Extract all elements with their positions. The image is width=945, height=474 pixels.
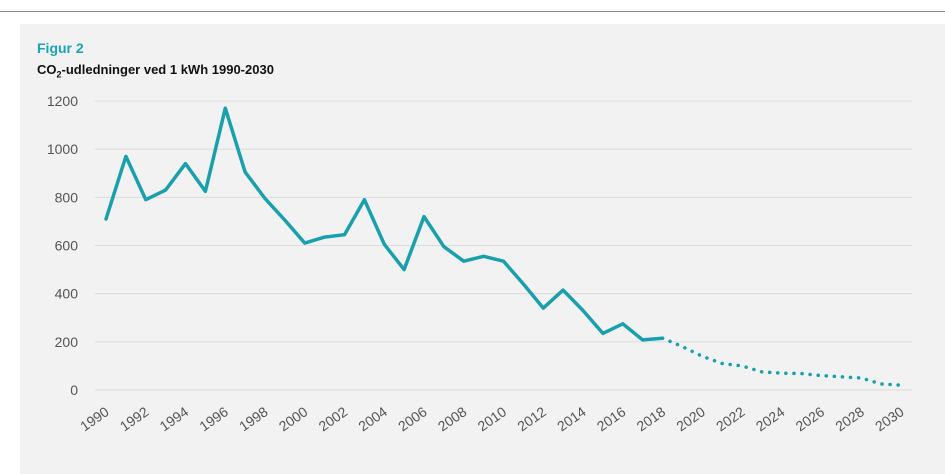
x-tick-label: 2030 [872, 403, 907, 434]
x-tick-label: 2022 [713, 403, 748, 434]
y-tick-label: 1200 [47, 93, 78, 109]
x-tick-label: 2006 [395, 403, 430, 434]
x-tick-label: 2000 [276, 403, 311, 434]
x-tick-label: 2020 [673, 403, 708, 434]
chart-title: CO2-udledninger ved 1 kWh 1990-2030 [37, 62, 274, 80]
top-rule [0, 11, 945, 12]
x-tick-label: 2008 [435, 403, 470, 434]
x-tick-label: 2024 [753, 403, 788, 434]
chart-title-part-2: -udledninger ved 1 kWh 1990-2030 [61, 62, 274, 77]
series-lines [104, 106, 903, 387]
y-tick-label: 400 [55, 286, 79, 302]
figure-label: Figur 2 [37, 40, 84, 56]
x-tick-label: 2028 [832, 403, 867, 434]
y-axis-ticks: 0 200 400 600 800 1000 1200 [47, 93, 78, 398]
y-tick-label: 200 [55, 334, 79, 350]
x-tick-label: 2004 [355, 403, 390, 434]
x-tick-label: 2026 [793, 403, 828, 434]
historical-line [104, 106, 665, 342]
y-tick-label: 0 [70, 382, 78, 398]
chart-title-part-1: CO [37, 62, 57, 77]
projection-line [660, 336, 903, 387]
x-tick-label: 2016 [594, 403, 629, 434]
y-tick-label: 1000 [47, 141, 78, 157]
x-tick-label: 2002 [316, 403, 351, 434]
gridlines [95, 100, 912, 391]
x-tick-label: 1996 [196, 403, 231, 434]
x-axis-ticks: 1990 1992 1994 1996 1998 2000 2002 2004 2006 2008… [77, 403, 907, 434]
x-tick-label: 1992 [117, 403, 152, 434]
y-tick-label: 800 [55, 189, 79, 205]
x-tick-label: 2012 [514, 403, 549, 434]
y-tick-label: 600 [55, 238, 79, 254]
chart-panel [20, 24, 945, 474]
x-tick-label: 2014 [554, 403, 589, 434]
x-tick-label: 1994 [157, 403, 192, 434]
x-tick-label: 2018 [634, 403, 669, 434]
x-tick-label: 1998 [236, 403, 271, 434]
x-tick-label: 1990 [77, 403, 112, 434]
chart-title-subscript: 2 [56, 69, 62, 80]
x-tick-label: 2010 [475, 403, 510, 434]
